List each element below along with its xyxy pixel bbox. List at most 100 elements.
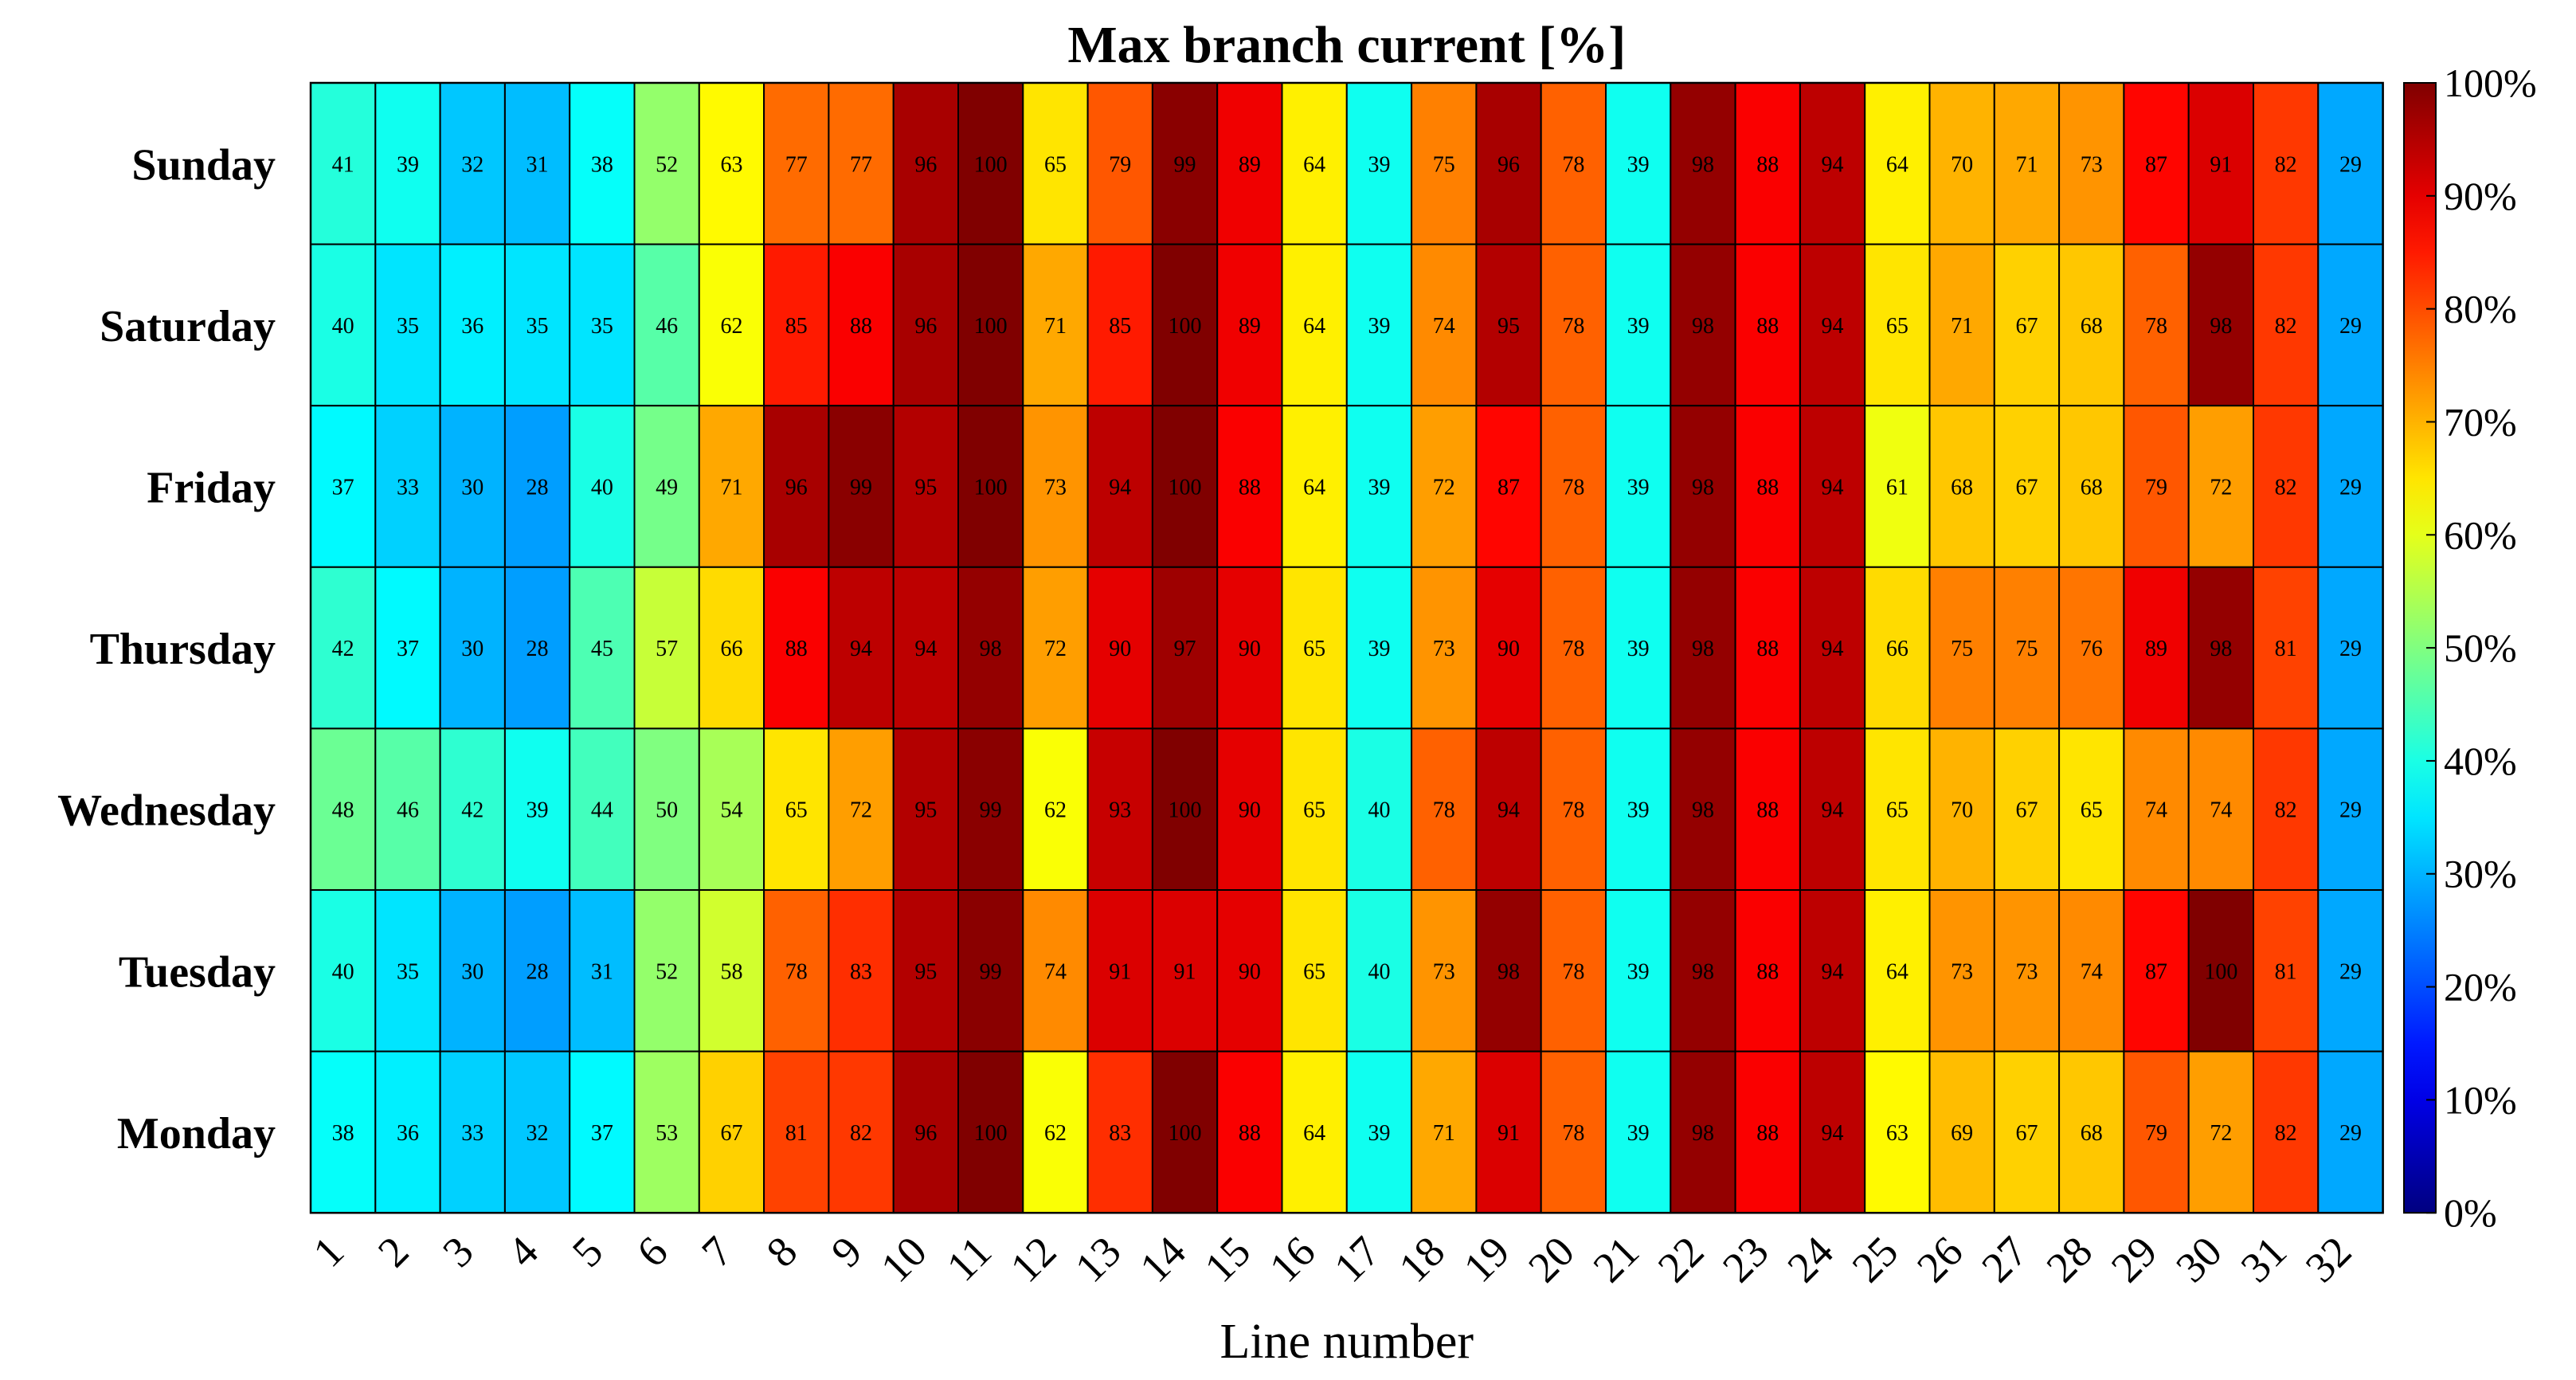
heatmap-cell <box>1670 889 1736 1053</box>
cell-value-label: 73 <box>1433 959 1455 984</box>
heatmap-cell <box>1216 405 1283 568</box>
cell-value-label: 30 <box>461 959 483 984</box>
cell-value-label: 40 <box>332 959 354 984</box>
cell-value-label: 35 <box>397 959 419 984</box>
heatmap-cell <box>1151 405 1219 568</box>
cell-value-label: 78 <box>1433 798 1455 823</box>
cell-value-label: 98 <box>2210 314 2232 339</box>
cell-value-label: 65 <box>1303 959 1325 984</box>
heatmap-cell <box>2123 727 2190 892</box>
colorbar-tick-label: 70% <box>2444 399 2517 444</box>
cell-value-label: 62 <box>1044 1121 1067 1146</box>
heatmap-cell <box>1605 727 1672 892</box>
heatmap-cell <box>698 889 765 1053</box>
heatmap-cell <box>1475 405 1542 568</box>
heatmap-cell <box>1411 727 1478 892</box>
cell-value-label: 88 <box>1756 798 1779 823</box>
heatmap-cell <box>1086 889 1153 1053</box>
cell-value-label: 94 <box>1822 637 1844 661</box>
cell-value-label: 79 <box>2145 1121 2167 1146</box>
heatmap-cell <box>1605 405 1672 568</box>
heatmap-cell <box>439 566 506 730</box>
heatmap-cell <box>1216 727 1283 892</box>
heatmap-cell <box>1993 566 2061 730</box>
cell-value-label: 78 <box>1562 152 1584 177</box>
row-label: Sunday <box>131 140 276 190</box>
heatmap-cell <box>957 405 1024 568</box>
cell-value-label: 74 <box>1044 959 1067 984</box>
heatmap-cell <box>763 889 830 1053</box>
heatmap-cell <box>1281 566 1348 730</box>
heatmap-cell <box>374 889 441 1053</box>
cell-value-label: 91 <box>1109 959 1131 984</box>
cell-value-label: 79 <box>1109 152 1131 177</box>
cell-value-label: 88 <box>1756 476 1779 500</box>
row-label: Thursday <box>90 625 276 674</box>
cell-value-label: 54 <box>720 798 742 823</box>
cell-value-label: 96 <box>1497 152 1520 177</box>
cell-value-label: 68 <box>2081 476 2103 500</box>
cell-value-label: 90 <box>1239 637 1261 661</box>
heatmap-cell <box>1670 727 1736 892</box>
heatmap-cell <box>957 727 1024 892</box>
cell-value-label: 99 <box>980 798 1002 823</box>
x-tick-label: 27 <box>1972 1227 2037 1292</box>
cell-value-label: 96 <box>914 314 937 339</box>
heatmap-cell <box>1281 243 1348 407</box>
cell-value-label: 73 <box>1951 959 1973 984</box>
cell-value-label: 98 <box>980 637 1002 661</box>
heatmap-cell <box>1670 1050 1736 1214</box>
cell-value-label: 40 <box>1368 798 1390 823</box>
cell-value-label: 89 <box>1239 314 1261 339</box>
cell-value-label: 94 <box>1822 152 1844 177</box>
cell-value-label: 72 <box>1433 476 1455 500</box>
cell-value-label: 88 <box>850 314 872 339</box>
cell-value-label: 75 <box>1951 637 1973 661</box>
cell-value-label: 71 <box>2015 152 2038 177</box>
cell-value-label: 65 <box>1886 314 1909 339</box>
x-tick-label: 19 <box>1454 1227 1519 1292</box>
cell-value-label: 68 <box>2081 314 2103 339</box>
cell-value-label: 31 <box>591 959 613 984</box>
cell-value-label: 78 <box>2145 314 2167 339</box>
cell-value-label: 72 <box>2210 476 2232 500</box>
colorbar-tick-label: 90% <box>2444 174 2517 218</box>
heatmap-cell <box>1605 82 1672 245</box>
heatmap-cell <box>892 243 959 407</box>
cell-value-label: 96 <box>914 152 937 177</box>
cell-value-label: 87 <box>2145 152 2167 177</box>
cell-value-label: 29 <box>2339 798 2362 823</box>
cell-value-label: 35 <box>527 314 549 339</box>
colorbar-tick-label: 10% <box>2444 1077 2517 1122</box>
cell-value-label: 74 <box>2145 798 2167 823</box>
heatmap-cell <box>1605 243 1672 407</box>
cell-value-label: 100 <box>1169 476 1202 500</box>
x-tick-label: 10 <box>871 1227 936 1292</box>
cell-value-label: 90 <box>1239 798 1261 823</box>
heatmap-cell <box>957 243 1024 407</box>
heatmap-cell <box>1864 82 1931 245</box>
heatmap-cell <box>1799 727 1866 892</box>
cell-value-label: 89 <box>2145 637 2167 661</box>
heatmap-cell <box>1540 727 1607 892</box>
heatmap-cell <box>1540 405 1607 568</box>
colorbar-tick-label: 0% <box>2444 1190 2497 1235</box>
cell-value-label: 66 <box>720 637 742 661</box>
cell-value-label: 40 <box>1368 959 1390 984</box>
heatmap-cell <box>569 1050 636 1214</box>
cell-value-label: 72 <box>1044 637 1067 661</box>
cell-value-label: 38 <box>591 152 613 177</box>
cell-value-label: 90 <box>1109 637 1131 661</box>
cell-value-label: 37 <box>397 637 419 661</box>
cell-value-label: 78 <box>785 959 808 984</box>
cell-value-label: 39 <box>1627 476 1650 500</box>
cell-value-label: 61 <box>1886 476 1909 500</box>
cell-value-label: 74 <box>2210 798 2232 823</box>
cell-value-label: 62 <box>1044 798 1067 823</box>
x-tick-label: 29 <box>2102 1227 2167 1292</box>
heatmap-cell <box>2058 889 2125 1053</box>
cell-value-label: 82 <box>2275 476 2297 500</box>
heatmap-cell <box>1799 405 1866 568</box>
cell-value-label: 71 <box>1044 314 1067 339</box>
